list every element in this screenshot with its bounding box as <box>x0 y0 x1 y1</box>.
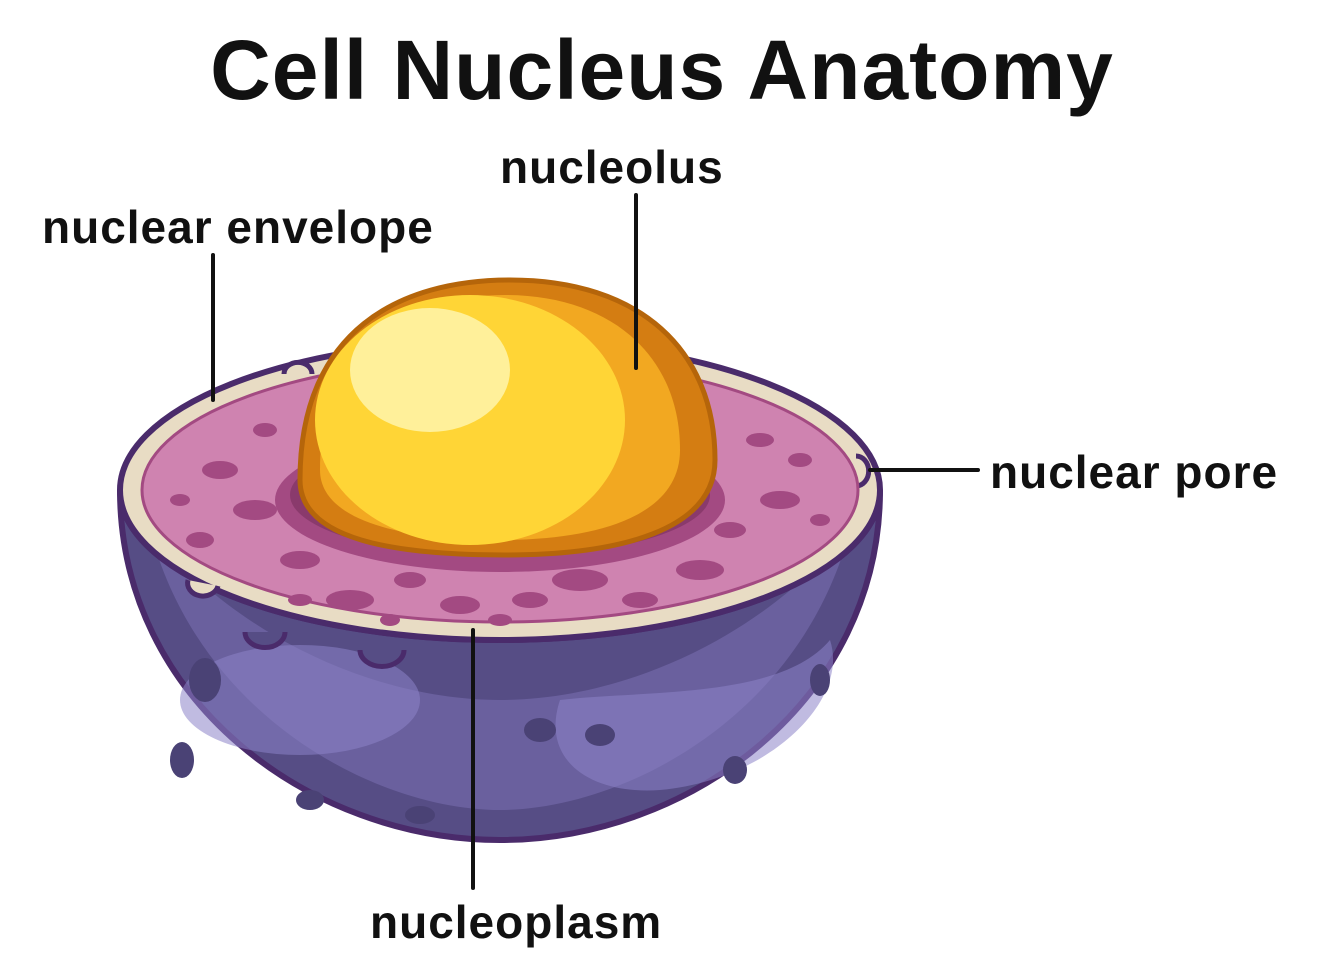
label-nucleoplasm: nucleoplasm <box>370 895 662 949</box>
label-nuclear-pore: nuclear pore <box>990 445 1278 499</box>
nucleolus <box>275 280 725 572</box>
label-nucleolus: nucleolus <box>500 140 724 194</box>
stage: Cell Nucleus Anatomy <box>0 0 1324 980</box>
label-nuclear-envelope: nuclear envelope <box>42 200 434 254</box>
